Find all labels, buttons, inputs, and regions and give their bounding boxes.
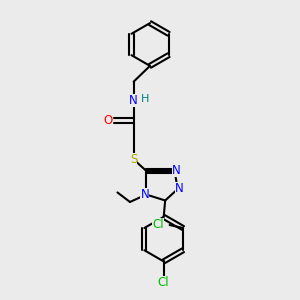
Text: Cl: Cl <box>158 276 170 289</box>
Text: O: O <box>104 114 113 127</box>
Text: N: N <box>140 188 149 201</box>
Text: Cl: Cl <box>152 218 164 231</box>
Text: H: H <box>141 94 149 104</box>
Text: S: S <box>130 153 137 166</box>
Text: N: N <box>172 164 180 177</box>
Text: N: N <box>175 182 184 196</box>
Text: N: N <box>128 94 137 107</box>
